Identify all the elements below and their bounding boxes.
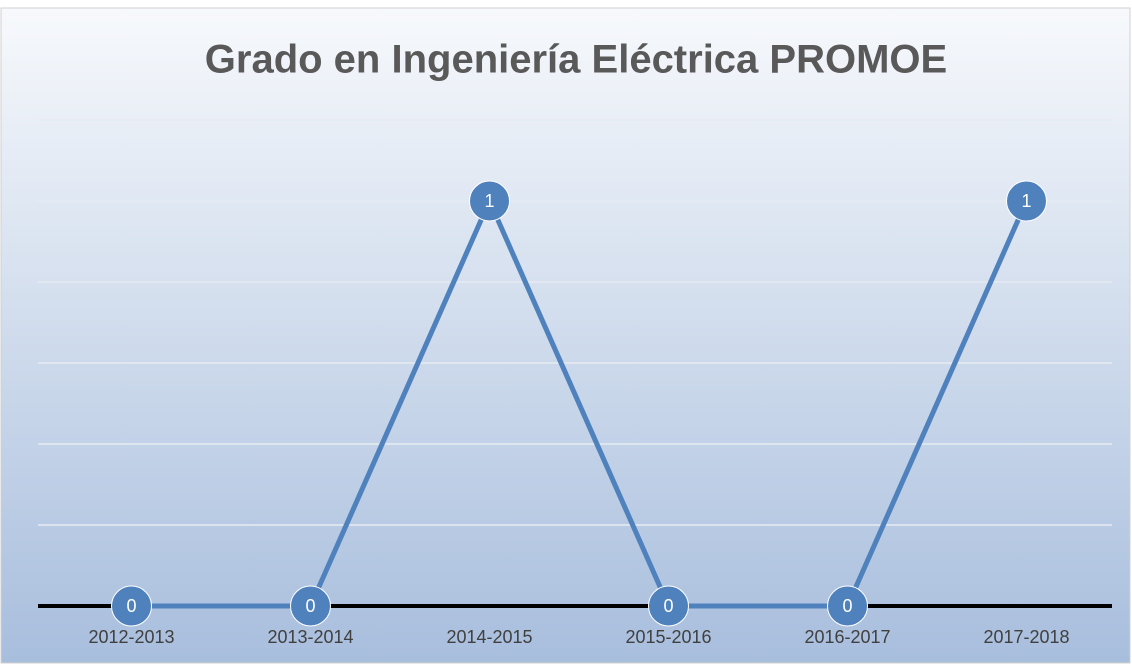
- data-point: [1006, 180, 1047, 222]
- chart-area: [0, 7, 1131, 664]
- data-label: 0: [305, 596, 315, 616]
- data-point: [648, 585, 689, 627]
- data-label: 0: [126, 596, 136, 616]
- data-label: 0: [842, 596, 852, 616]
- data-line: [131, 198, 1029, 609]
- data-point: [469, 180, 510, 222]
- data-label: 1: [1021, 191, 1031, 211]
- data-point: [827, 585, 868, 627]
- x-tick-label: 2013-2014: [267, 627, 353, 647]
- x-tick-label: 2014-2015: [446, 627, 532, 647]
- x-tick-label: 2015-2016: [625, 627, 711, 647]
- data-label: 0: [663, 596, 673, 616]
- x-tick-label: 2017-2018: [983, 627, 1069, 647]
- chart-title: Grado en Ingeniería Eléctrica PROMOE: [205, 38, 947, 82]
- x-tick-label: 2016-2017: [804, 627, 890, 647]
- data-point: [111, 585, 152, 627]
- data-point: [290, 585, 331, 627]
- data-label: 1: [484, 191, 494, 211]
- x-tick-label: 2012-2013: [88, 627, 174, 647]
